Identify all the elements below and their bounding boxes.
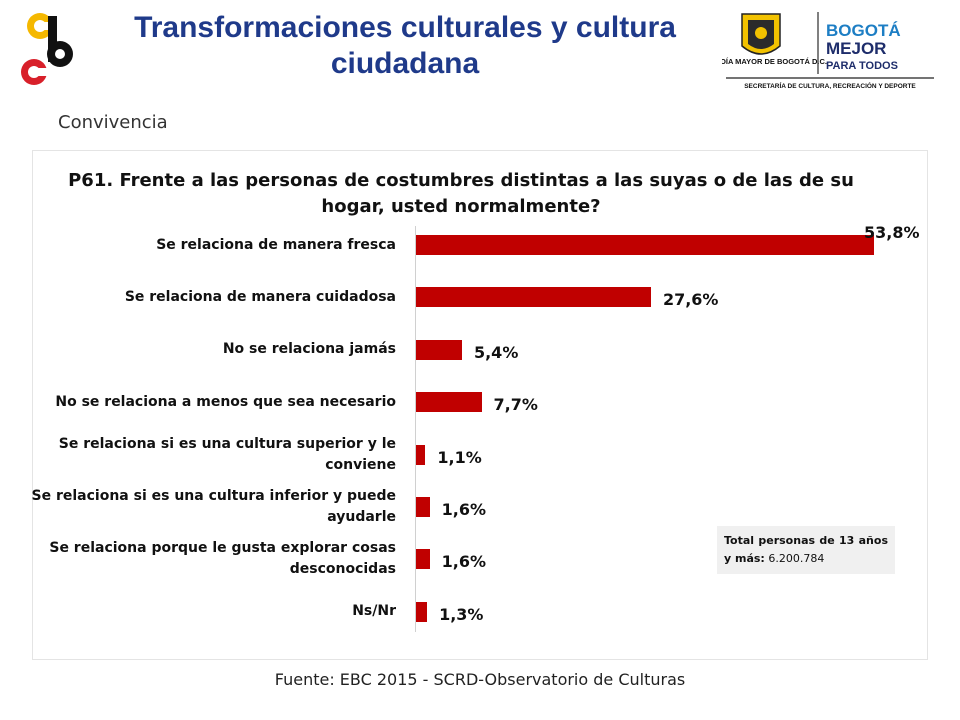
bar <box>416 444 426 465</box>
category-label: Se relaciona si es una cultura superior … <box>58 435 396 473</box>
brand-line1: BOGOTÁ <box>826 21 901 40</box>
bar <box>416 601 428 622</box>
value-label: 1,1% <box>437 447 482 467</box>
category-label: Ns/Nr <box>352 603 396 620</box>
page-title: Transformaciones culturales y cultura ci… <box>134 11 676 80</box>
value-label: 1,3% <box>439 604 484 624</box>
brand-line3: PARA TODOS <box>826 60 898 72</box>
brand-line2: MEJOR <box>826 39 886 58</box>
bar <box>416 497 430 517</box>
total-box: Total personas de 13 años y más: 6.200.7… <box>717 526 895 574</box>
total-label: Total personas de 13 años y más: <box>724 534 888 565</box>
category-label: Se relaciona de manera cuidadosa <box>124 288 396 305</box>
culture-logo <box>21 13 73 85</box>
total-value: 6.200.784 <box>768 552 825 565</box>
value-label: 1,6% <box>441 500 486 519</box>
source-note: Fuente: EBC 2015 - SCRD-Observatorio de … <box>274 670 686 689</box>
alcaldia-text: ALCALDÍA MAYOR DE BOGOTÁ D.C. <box>722 57 827 66</box>
chart-title: P61. Frente a las personas de costumbres… <box>68 170 854 217</box>
category-label: Se relaciona si es una cultura inferior … <box>31 488 396 525</box>
bogota-logos: ALCALDÍA MAYOR DE BOGOTÁ D.C. BOGOTÁ MEJ… <box>722 12 934 90</box>
category-label: No se relaciona jamás <box>222 341 396 358</box>
value-label: 53,8% <box>864 223 920 242</box>
bar <box>416 287 651 308</box>
value-label: 5,4% <box>473 342 519 362</box>
category-label: Se relaciona porque le gusta explorar co… <box>49 540 396 578</box>
bar <box>416 235 874 255</box>
secretaria-text: SECRETARÍA DE CULTURA, RECREACIÓN Y DEPO… <box>744 81 916 90</box>
value-label: 1,6% <box>441 552 486 572</box>
value-label: 27,6% <box>662 290 719 310</box>
chart-axis <box>415 226 416 632</box>
section-subtitle: Convivencia <box>58 112 168 133</box>
bar <box>416 392 482 413</box>
bar <box>416 339 462 360</box>
category-label: No se relaciona a menos que sea necesari… <box>55 393 396 410</box>
value-label: 7,7% <box>493 395 538 415</box>
bar <box>416 549 430 570</box>
chart-frame <box>32 150 928 660</box>
category-label: Se relaciona de manera fresca <box>156 236 396 253</box>
